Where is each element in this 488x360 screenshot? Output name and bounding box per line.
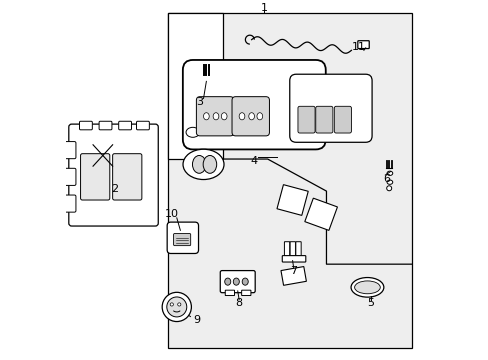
Text: 11: 11: [351, 42, 365, 52]
FancyBboxPatch shape: [289, 242, 295, 257]
FancyBboxPatch shape: [231, 97, 269, 136]
Text: 1: 1: [260, 3, 267, 13]
FancyBboxPatch shape: [297, 106, 314, 133]
Text: 10: 10: [164, 209, 178, 219]
Polygon shape: [276, 185, 307, 215]
FancyBboxPatch shape: [241, 290, 250, 296]
Ellipse shape: [183, 149, 224, 180]
Ellipse shape: [239, 113, 244, 120]
Ellipse shape: [192, 156, 205, 173]
FancyBboxPatch shape: [99, 121, 112, 130]
Text: 8: 8: [235, 298, 242, 309]
Ellipse shape: [386, 180, 392, 184]
Ellipse shape: [203, 156, 216, 173]
Ellipse shape: [248, 113, 254, 120]
Ellipse shape: [350, 278, 383, 297]
Ellipse shape: [257, 113, 262, 120]
Ellipse shape: [224, 278, 230, 285]
FancyBboxPatch shape: [136, 121, 149, 130]
FancyBboxPatch shape: [289, 74, 371, 142]
Text: 7: 7: [289, 266, 297, 276]
Ellipse shape: [213, 113, 219, 120]
FancyBboxPatch shape: [183, 60, 325, 149]
FancyBboxPatch shape: [112, 154, 142, 200]
Text: 6: 6: [383, 174, 390, 184]
Ellipse shape: [233, 278, 239, 285]
FancyBboxPatch shape: [315, 106, 332, 133]
FancyBboxPatch shape: [80, 121, 92, 130]
Ellipse shape: [221, 113, 226, 120]
Text: 9: 9: [192, 315, 200, 325]
Ellipse shape: [354, 281, 380, 294]
FancyBboxPatch shape: [60, 168, 76, 185]
Polygon shape: [167, 13, 223, 159]
Ellipse shape: [170, 303, 173, 306]
Text: 4: 4: [250, 156, 257, 166]
FancyBboxPatch shape: [60, 141, 76, 159]
FancyBboxPatch shape: [220, 271, 255, 293]
Text: 3: 3: [196, 97, 203, 107]
FancyBboxPatch shape: [167, 222, 198, 253]
FancyBboxPatch shape: [211, 82, 224, 92]
Ellipse shape: [185, 127, 199, 137]
Polygon shape: [167, 13, 411, 348]
FancyBboxPatch shape: [284, 242, 289, 257]
Polygon shape: [281, 266, 306, 285]
Ellipse shape: [242, 278, 248, 285]
Ellipse shape: [386, 186, 391, 191]
FancyBboxPatch shape: [119, 121, 131, 130]
Text: 2: 2: [111, 184, 118, 194]
Ellipse shape: [177, 303, 181, 306]
Text: 5: 5: [367, 298, 374, 309]
Ellipse shape: [203, 113, 209, 120]
FancyBboxPatch shape: [282, 256, 305, 262]
FancyBboxPatch shape: [357, 41, 368, 49]
FancyBboxPatch shape: [81, 154, 110, 200]
FancyBboxPatch shape: [173, 234, 190, 246]
Ellipse shape: [162, 292, 191, 321]
Ellipse shape: [166, 297, 186, 317]
FancyBboxPatch shape: [334, 106, 351, 133]
FancyBboxPatch shape: [60, 195, 76, 212]
Polygon shape: [304, 198, 337, 230]
FancyBboxPatch shape: [202, 75, 213, 87]
FancyBboxPatch shape: [225, 290, 234, 296]
FancyBboxPatch shape: [69, 124, 158, 226]
FancyBboxPatch shape: [196, 97, 233, 136]
Ellipse shape: [386, 171, 392, 175]
FancyBboxPatch shape: [295, 242, 301, 257]
